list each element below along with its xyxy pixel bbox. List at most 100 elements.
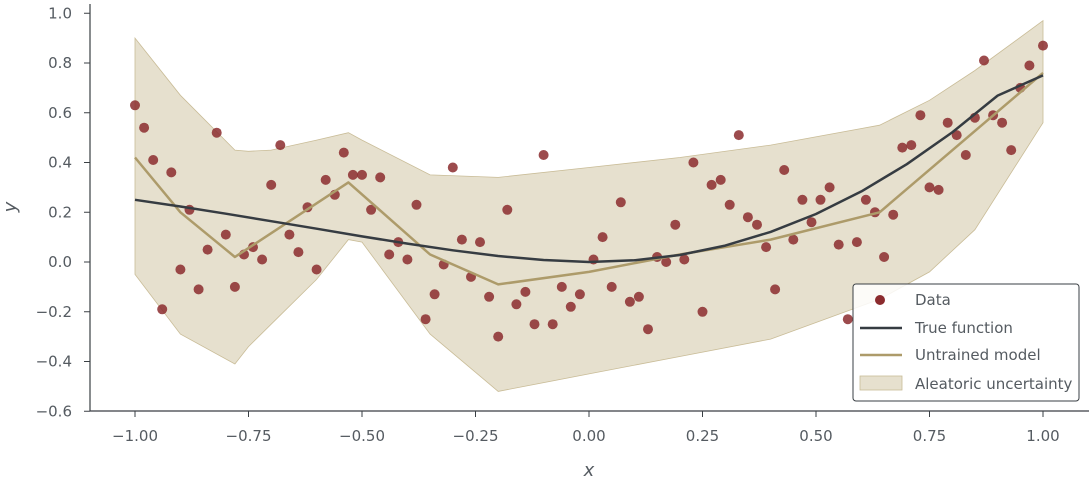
data-point xyxy=(742,212,753,223)
data-point xyxy=(338,147,349,158)
data-point xyxy=(384,249,395,260)
data-point xyxy=(842,314,853,325)
data-point xyxy=(906,140,917,151)
data-point xyxy=(715,174,726,185)
x-axis-label: x xyxy=(583,460,595,481)
data-point xyxy=(538,150,549,160)
data-point xyxy=(979,55,989,66)
data-point xyxy=(879,252,890,262)
legend-label-uncertainty: Aleatoric uncertainty xyxy=(915,375,1073,393)
x-tick-label: −1.00 xyxy=(112,427,158,445)
data-point xyxy=(824,182,835,193)
data-point xyxy=(761,242,772,253)
data-point xyxy=(257,254,268,265)
data-point xyxy=(815,194,826,205)
data-point xyxy=(475,237,485,248)
data-point xyxy=(429,289,440,300)
plot-area xyxy=(130,19,1048,392)
data-point xyxy=(547,319,558,330)
data-point xyxy=(139,122,150,133)
x-tick-label: 0.75 xyxy=(913,427,946,445)
x-tick-label: 0.25 xyxy=(686,427,719,445)
x-tick-label: 0.00 xyxy=(572,427,605,445)
data-point xyxy=(670,219,681,230)
legend: Data True function Untrained model Aleat… xyxy=(852,283,1080,402)
data-point xyxy=(456,234,467,245)
data-point xyxy=(411,199,422,210)
data-point xyxy=(688,157,699,168)
data-point xyxy=(1024,60,1035,71)
x-tick-label: 1.00 xyxy=(1026,427,1059,445)
y-tick-label: 1.0 xyxy=(48,4,72,22)
data-point xyxy=(897,142,908,153)
y-tick-label: 0.8 xyxy=(48,54,72,72)
uncertainty-band xyxy=(134,19,1044,392)
legend-marker-uncertainty xyxy=(859,375,903,391)
data-point xyxy=(624,296,635,307)
legend-label-untrained-model: Untrained model xyxy=(915,346,1041,364)
x-tick-label: −0.25 xyxy=(453,427,499,445)
data-point xyxy=(193,284,204,295)
data-point xyxy=(1038,40,1048,51)
data-point xyxy=(148,155,159,165)
x-ticks: −1.00 −0.75 −0.50 −0.25 0.00 0.25 0.50 0.75 1.00 xyxy=(112,411,1060,445)
data-point xyxy=(797,194,808,205)
data-point xyxy=(556,281,567,292)
data-point xyxy=(157,304,168,315)
data-point xyxy=(661,257,672,267)
data-point xyxy=(293,247,304,258)
data-point xyxy=(229,281,240,292)
data-point xyxy=(211,127,222,138)
data-point xyxy=(447,162,458,173)
data-point xyxy=(511,299,522,310)
data-point xyxy=(615,197,626,208)
data-point xyxy=(951,130,962,141)
legend-label-true-function: True function xyxy=(914,319,1013,337)
data-point xyxy=(574,289,585,300)
y-tick-label: 0.4 xyxy=(48,154,72,172)
data-point xyxy=(347,169,358,180)
y-tick-label: −0.6 xyxy=(36,402,72,420)
data-point xyxy=(220,229,231,240)
true-function-line xyxy=(134,74,1044,264)
data-point xyxy=(833,239,844,250)
data-point xyxy=(933,184,944,195)
data-point xyxy=(724,199,735,210)
y-axis-label: y xyxy=(0,201,21,213)
data-point xyxy=(284,229,295,240)
data-point xyxy=(788,234,799,245)
data-point xyxy=(266,179,277,190)
data-point xyxy=(130,100,140,111)
data-point xyxy=(565,301,576,312)
data-point xyxy=(706,179,717,190)
x-tick-label: −0.50 xyxy=(339,427,385,445)
data-point xyxy=(770,284,781,295)
data-point xyxy=(633,291,644,302)
data-point xyxy=(529,319,540,330)
data-point xyxy=(597,232,608,243)
data-point xyxy=(202,244,213,255)
data-point xyxy=(420,314,431,325)
data-point xyxy=(175,264,186,275)
data-point xyxy=(851,237,862,248)
data-point xyxy=(915,110,926,121)
data-point xyxy=(493,331,504,342)
data-point xyxy=(860,194,871,205)
data-point xyxy=(606,281,617,292)
data-point xyxy=(733,130,744,141)
data-point xyxy=(366,204,377,215)
data-point xyxy=(484,291,495,302)
data-point xyxy=(1006,145,1017,156)
data-point xyxy=(806,217,817,228)
data-point xyxy=(320,174,331,185)
y-tick-label: −0.2 xyxy=(36,303,72,321)
x-tick-label: 0.50 xyxy=(799,427,832,445)
data-point xyxy=(942,117,953,128)
legend-box xyxy=(852,283,1080,402)
data-point xyxy=(679,254,690,265)
data-point xyxy=(311,264,322,275)
data-point xyxy=(997,117,1008,128)
data-point xyxy=(924,182,935,193)
data-point xyxy=(888,209,899,220)
